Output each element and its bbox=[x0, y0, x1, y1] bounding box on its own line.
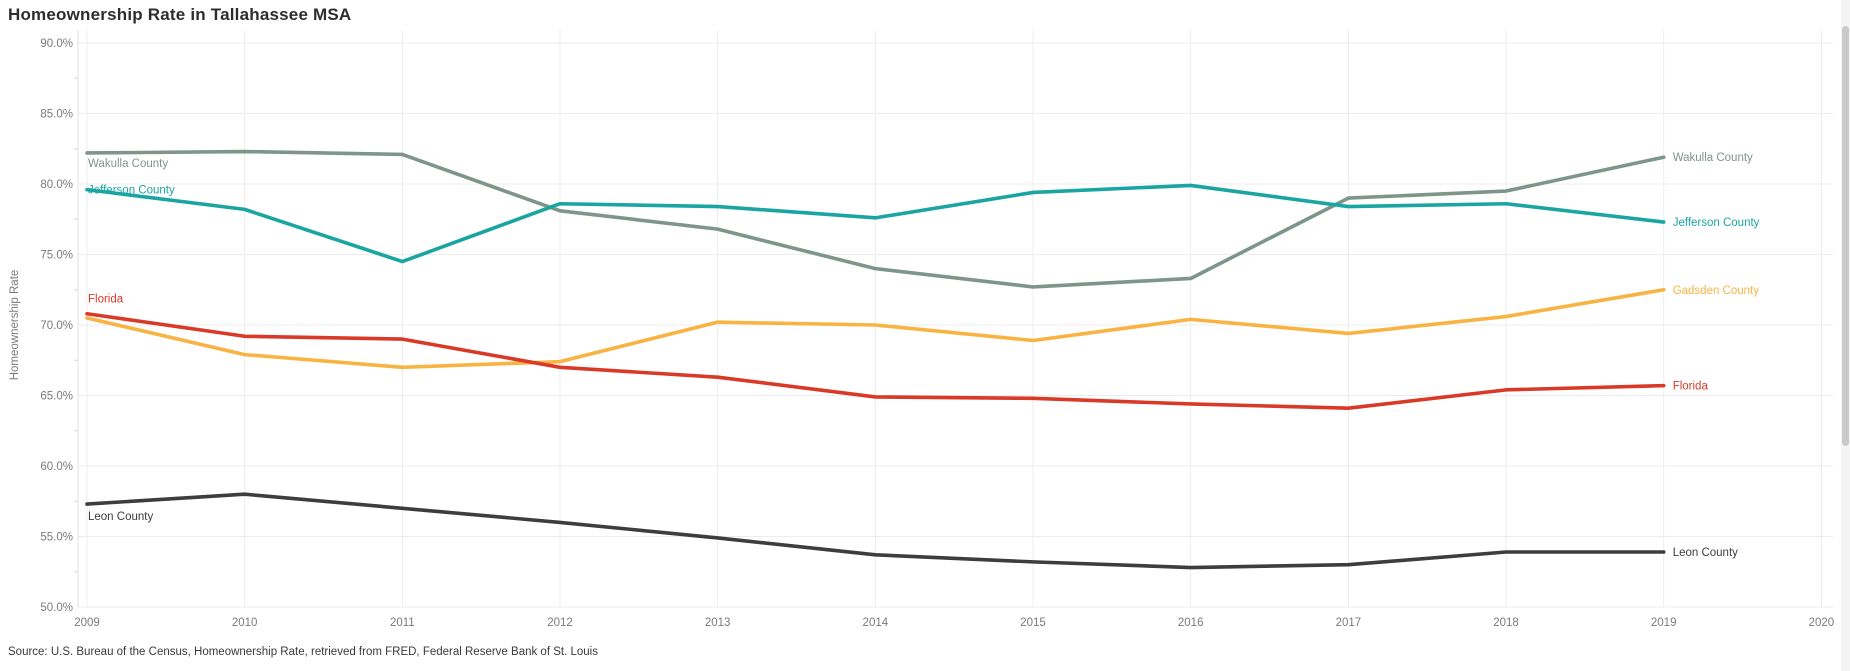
series-label-right-leon-county: Leon County bbox=[1673, 547, 1738, 559]
x-tick-label: 2019 bbox=[1651, 617, 1677, 629]
y-tick-label: 65.0% bbox=[40, 391, 73, 403]
x-tick-label: 2012 bbox=[547, 617, 573, 629]
series-label-right-wakulla-county: Wakulla County bbox=[1673, 152, 1753, 164]
y-tick-label: 55.0% bbox=[40, 532, 73, 544]
series-line-leon-county[interactable] bbox=[85, 492, 1666, 570]
x-tick-label: 2014 bbox=[863, 617, 889, 629]
series-label-left-leon-county: Leon County bbox=[88, 511, 153, 523]
y-tick-label: 80.0% bbox=[40, 179, 73, 191]
y-tick-label: 60.0% bbox=[40, 461, 73, 473]
x-tick-label: 2018 bbox=[1493, 617, 1519, 629]
y-tick-label: 90.0% bbox=[40, 38, 73, 50]
series-line-gadsden-county[interactable] bbox=[85, 287, 1666, 370]
chart-title: Homeownership Rate in Tallahassee MSA bbox=[8, 5, 352, 24]
x-tick-label: 2010 bbox=[232, 617, 258, 629]
series-label-right-florida: Florida bbox=[1673, 381, 1709, 393]
x-tick-label: 2017 bbox=[1336, 617, 1362, 629]
x-tick-label: 2011 bbox=[390, 617, 415, 629]
x-tick-label: 2015 bbox=[1020, 617, 1046, 629]
series-line-florida[interactable] bbox=[85, 311, 1666, 410]
series-label-left-florida: Florida bbox=[88, 294, 124, 306]
series-label-left-jefferson-county: Jefferson County bbox=[88, 185, 175, 197]
x-tick-label: 2013 bbox=[705, 617, 731, 629]
series-label-left-wakulla-county: Wakulla County bbox=[88, 158, 168, 170]
x-tick-label: 2020 bbox=[1809, 617, 1835, 629]
series-label-right-gadsden-county: Gadsden County bbox=[1673, 285, 1760, 297]
series-line-jefferson-county[interactable] bbox=[85, 183, 1666, 264]
x-tick-label: 2016 bbox=[1178, 617, 1204, 629]
x-tick-label: 2009 bbox=[74, 617, 100, 629]
y-axis-title: Homeownership Rate bbox=[9, 270, 21, 381]
series-label-right-jefferson-county: Jefferson County bbox=[1673, 217, 1760, 229]
scrollbar-thumb[interactable] bbox=[1842, 26, 1849, 446]
y-tick-label: 70.0% bbox=[40, 320, 73, 332]
y-tick-label: 75.0% bbox=[40, 250, 73, 262]
y-tick-label: 50.0% bbox=[40, 602, 73, 614]
series-line-wakulla-county[interactable] bbox=[85, 149, 1666, 289]
source-note: Source: U.S. Bureau of the Census, Homeo… bbox=[8, 646, 598, 658]
y-tick-label: 85.0% bbox=[40, 109, 73, 121]
